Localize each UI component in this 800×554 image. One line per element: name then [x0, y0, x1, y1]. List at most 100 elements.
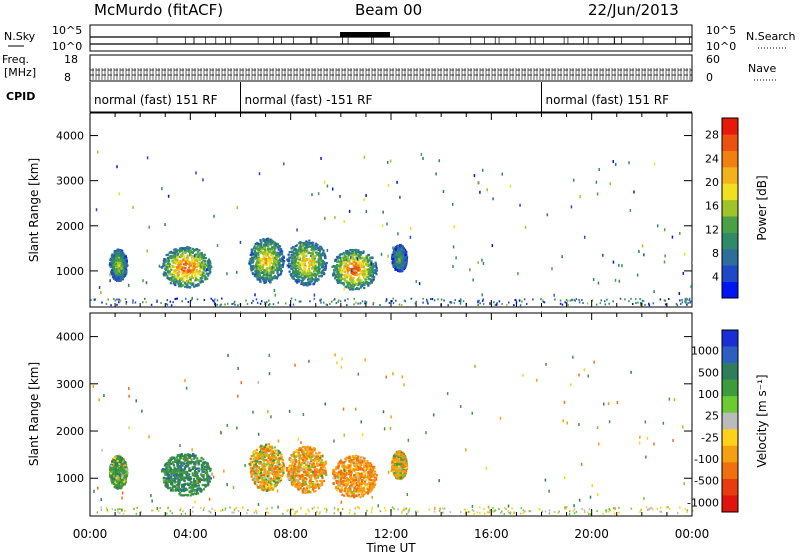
data-cell — [338, 274, 342, 278]
data-cell — [276, 260, 279, 263]
data-cell — [322, 261, 325, 264]
data-cell — [267, 269, 271, 272]
data-cell — [578, 301, 581, 304]
data-cell — [264, 280, 268, 283]
data-cell — [255, 264, 258, 267]
data-cell — [158, 264, 161, 268]
data-cell — [164, 267, 167, 270]
data-cell — [113, 258, 116, 261]
data-cell — [409, 235, 412, 239]
data-cell — [308, 275, 311, 279]
data-cell — [146, 156, 149, 160]
data-cell — [581, 299, 583, 302]
data-cell — [193, 489, 196, 492]
data-cell — [141, 301, 144, 304]
data-cell — [319, 299, 321, 302]
data-cell — [265, 259, 268, 262]
data-cell — [115, 251, 119, 254]
data-cell — [216, 299, 219, 302]
data-cell — [192, 480, 196, 483]
data-cell — [105, 302, 108, 305]
data-cell — [194, 284, 197, 287]
data-cell — [120, 476, 124, 479]
data-cell — [331, 265, 334, 268]
data-cell — [211, 299, 214, 302]
data-cell — [351, 272, 355, 275]
data-cell — [200, 266, 204, 270]
data-cell — [117, 272, 121, 276]
data-cell — [116, 461, 119, 464]
data-cell — [123, 476, 126, 479]
data-cell — [115, 275, 118, 278]
data-cell — [385, 300, 387, 303]
data-cell — [344, 299, 346, 302]
data-cell — [197, 273, 200, 276]
data-cell — [297, 263, 301, 266]
data-cell — [190, 269, 193, 272]
data-cell — [283, 260, 286, 263]
data-cell — [320, 271, 323, 275]
data-cell — [176, 480, 179, 483]
data-cell — [190, 493, 193, 496]
data-cell — [256, 245, 259, 248]
data-cell — [366, 282, 369, 285]
data-cell — [372, 303, 374, 306]
data-cell — [554, 298, 556, 301]
data-cell — [664, 299, 667, 302]
data-cell — [172, 474, 175, 477]
data-cell — [299, 241, 302, 244]
data-cell — [366, 255, 369, 258]
data-cell — [312, 254, 315, 258]
data-cell — [394, 261, 397, 265]
data-cell — [205, 468, 208, 472]
data-cell — [180, 452, 183, 456]
data-cell — [294, 271, 297, 275]
data-cell — [312, 246, 315, 249]
data-cell — [208, 269, 211, 272]
data-cell — [264, 257, 267, 261]
data-cell — [110, 265, 113, 268]
data-cell — [116, 274, 119, 277]
data-cell — [181, 484, 184, 488]
data-cell — [265, 273, 268, 277]
data-cell — [269, 258, 272, 262]
data-cell — [340, 277, 343, 280]
data-cell — [370, 262, 372, 266]
data-cell — [400, 246, 403, 249]
data-cell — [340, 269, 343, 272]
data-cell — [302, 277, 305, 280]
data-cell — [114, 468, 117, 471]
data-cell — [192, 474, 195, 477]
data-cell — [572, 178, 575, 182]
data-cell — [150, 303, 153, 306]
data-cell — [345, 281, 348, 284]
data-cell — [116, 248, 119, 251]
data-cell — [351, 267, 354, 271]
data-cell — [262, 263, 265, 266]
data-cell — [273, 260, 276, 263]
data-cell — [271, 255, 275, 258]
data-cell — [263, 251, 267, 254]
data-cell — [118, 298, 120, 301]
data-cell — [515, 299, 517, 302]
data-cell — [198, 480, 201, 484]
data-cell — [216, 244, 219, 248]
data-cell — [348, 282, 351, 285]
data-cell — [684, 252, 686, 256]
data-cell — [199, 256, 202, 259]
data-cell — [166, 259, 169, 262]
data-cell — [353, 271, 356, 274]
data-cell — [208, 272, 211, 275]
data-cell — [197, 263, 200, 266]
data-cell — [113, 252, 116, 255]
data-cell — [320, 253, 323, 257]
data-cell — [250, 249, 254, 252]
data-cell — [481, 258, 483, 262]
data-cell — [193, 463, 196, 466]
data-cell — [641, 299, 644, 302]
data-cell — [315, 273, 318, 276]
data-cell — [116, 261, 120, 264]
data-cell — [291, 253, 294, 256]
data-cell — [200, 490, 203, 493]
